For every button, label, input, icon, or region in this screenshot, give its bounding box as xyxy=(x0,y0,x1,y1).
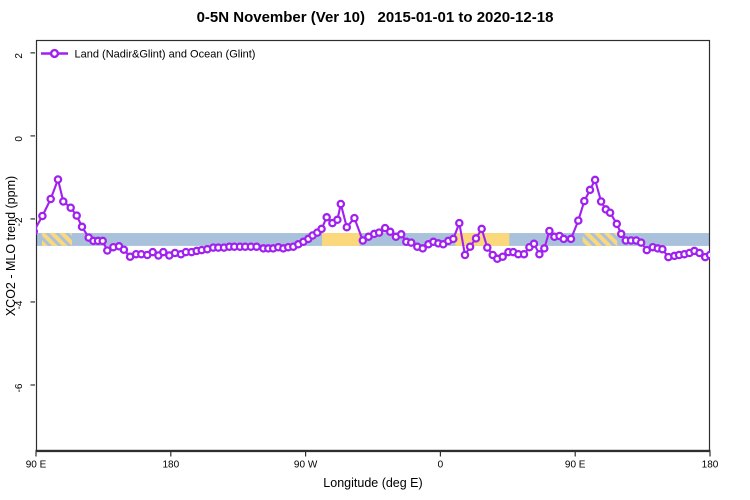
data-point-marker xyxy=(358,236,368,245)
data-point-marker xyxy=(406,238,416,247)
data-point-marker xyxy=(705,250,710,260)
data-point-marker xyxy=(566,234,576,244)
data-series-line xyxy=(36,178,710,260)
data-point-marker xyxy=(38,211,47,221)
data-point-marker xyxy=(342,222,352,232)
data-point-marker xyxy=(465,242,475,251)
data-point-marker xyxy=(317,224,326,234)
data-point-marker xyxy=(612,219,622,229)
data-point-marker xyxy=(59,197,68,206)
y-tick-label: -6 xyxy=(14,383,25,392)
reference-band-patch xyxy=(582,233,618,246)
data-point-marker xyxy=(574,216,583,225)
legend: Land (Nadir&Glint) and Ocean (Glint) xyxy=(41,49,255,61)
data-point-marker xyxy=(471,234,481,243)
data-point-marker xyxy=(77,222,87,232)
data-point-marker xyxy=(535,249,544,259)
reference-band-patch xyxy=(41,233,72,246)
data-point-marker xyxy=(119,245,129,254)
data-point-marker xyxy=(477,224,486,234)
data-point-marker xyxy=(580,196,589,206)
reference-band-patch xyxy=(322,233,360,246)
x-tick-label: 180 xyxy=(702,460,719,471)
chart-title: 0-5N November (Ver 10) 2015-01-01 to 202… xyxy=(196,9,554,26)
data-point-marker xyxy=(350,213,359,223)
data-point-marker xyxy=(585,185,595,195)
x-axis-label: Longitude (deg E) xyxy=(323,476,423,490)
data-point-marker xyxy=(385,227,395,237)
data-point-marker xyxy=(449,234,458,244)
x-tick-label: 90 W xyxy=(294,460,318,471)
data-point-marker xyxy=(103,246,112,255)
data-point-marker xyxy=(66,203,75,212)
data-point-marker xyxy=(336,199,346,209)
data-point-marker xyxy=(483,243,492,252)
reference-band-blue xyxy=(36,233,710,246)
data-point-marker xyxy=(616,229,626,239)
x-tick-label: 90 E xyxy=(565,460,586,471)
data-point-marker xyxy=(322,213,331,222)
data-point-marker xyxy=(658,244,667,254)
data-point-marker xyxy=(396,230,406,239)
y-tick-label: 0 xyxy=(14,136,25,142)
y-tick-label: -4 xyxy=(14,300,25,309)
data-point-marker xyxy=(590,175,600,185)
data-point-marker xyxy=(72,211,81,220)
x-tick-label: 180 xyxy=(162,460,179,471)
data-series-group xyxy=(36,175,710,264)
legend-label: Land (Nadir&Glint) and Ocean (Glint) xyxy=(75,49,256,61)
x-tick-label: 0 xyxy=(438,460,444,471)
data-point-marker xyxy=(529,239,539,249)
data-point-marker xyxy=(519,249,529,259)
data-point-marker xyxy=(545,226,554,236)
data-point-marker xyxy=(98,236,107,246)
data-point-marker xyxy=(159,247,168,257)
data-point-marker xyxy=(46,194,55,204)
data-point-marker xyxy=(53,175,63,184)
y-tick-label: 2 xyxy=(14,53,25,59)
data-point-marker xyxy=(455,218,464,228)
data-point-marker xyxy=(333,215,342,225)
data-point-marker xyxy=(540,244,549,253)
data-point-marker xyxy=(636,238,646,247)
legend-marker-icon xyxy=(49,48,60,59)
data-point-marker xyxy=(252,242,261,251)
data-point-marker xyxy=(460,250,470,260)
y-tick-label: -2 xyxy=(14,217,25,226)
data-point-marker xyxy=(498,252,507,261)
data-point-marker xyxy=(148,247,157,257)
data-point-marker xyxy=(605,208,615,217)
data-point-marker xyxy=(596,197,606,206)
data-point-marker xyxy=(374,228,384,237)
data-point-marker xyxy=(559,234,568,244)
data-point-marker xyxy=(418,244,427,253)
x-tick-label: 90 E xyxy=(26,460,47,471)
data-point-marker xyxy=(695,248,704,258)
data-point-marker xyxy=(36,227,39,236)
